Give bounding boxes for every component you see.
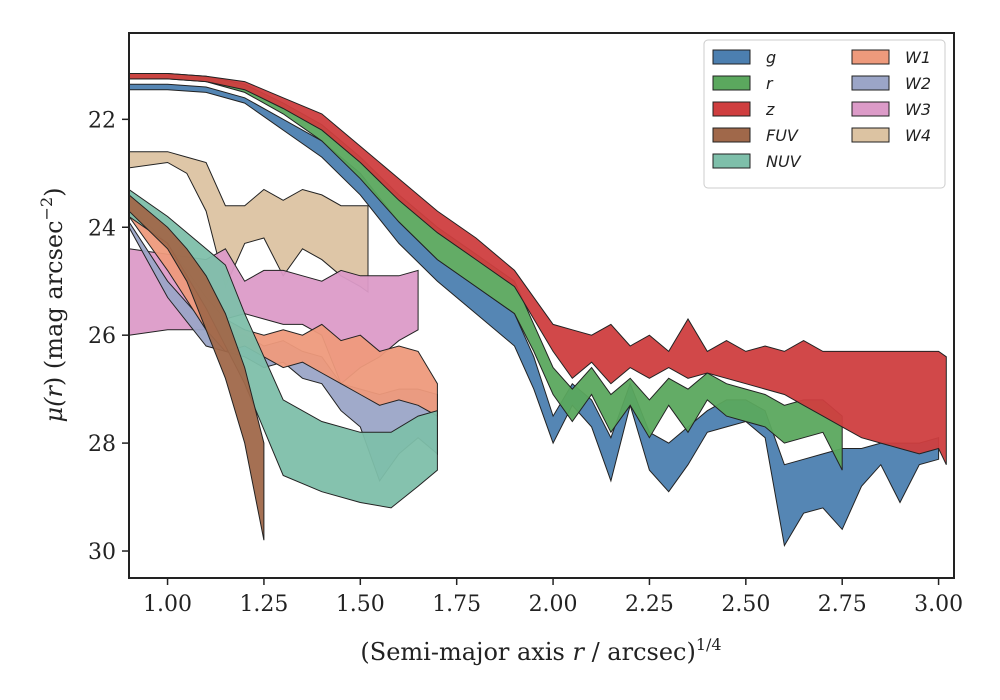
x-tick-label: 1.50: [336, 592, 385, 617]
legend-swatch-z: [712, 101, 751, 117]
legend-swatch-w3: [851, 101, 890, 117]
legend-label-z: z: [765, 100, 775, 119]
y-axis-title: μ(r) (mag arcsec−2): [37, 187, 68, 422]
area-fuv: [129, 194, 265, 541]
area-z: [129, 73, 947, 465]
legend-swatch-nuv: [712, 153, 751, 169]
legend-label-w2: W2: [905, 74, 931, 93]
x-tick-label: 2.75: [818, 592, 867, 617]
plot-frame: [128, 32, 955, 579]
legend-label-nuv: NUV: [766, 152, 802, 171]
x-tick-label: 2.50: [721, 592, 770, 617]
x-tick-label: 3.00: [914, 592, 963, 617]
legend-swatch-r: [712, 75, 751, 91]
x-axis-title: (Semi-major axis r / arcsec)1/4: [360, 635, 721, 666]
legend-swatch-w4: [851, 127, 890, 143]
area-g: [129, 83, 940, 548]
legend: grz FUV NUV W1 W2 W3 W4: [703, 39, 946, 189]
x-tick-label: 2.25: [625, 592, 674, 617]
y-tick-label: 30: [88, 540, 116, 565]
legend-swatch-w2: [851, 75, 890, 91]
y-axis: 22 24 26 28 30: [88, 108, 129, 565]
x-tick-label: 2.00: [529, 592, 578, 617]
x-tick-label: 1.75: [432, 592, 481, 617]
plot-areas: [129, 73, 947, 548]
legend-label-w3: W3: [905, 100, 931, 119]
y-tick-label: 28: [88, 432, 116, 457]
legend-label-w1: W1: [905, 48, 931, 67]
legend-label-r: r: [766, 74, 774, 93]
y-tick-label: 22: [88, 108, 116, 133]
legend-label-fuv: FUV: [766, 126, 799, 145]
legend-label-w4: W4: [905, 126, 931, 145]
legend-swatch-w1: [851, 49, 890, 65]
x-axis: 1.00 1.25 1.50 1.75 2.00 2.25 2.50 2.75 3.00: [143, 578, 963, 617]
x-tick-label: 1.00: [143, 592, 192, 617]
y-tick-label: 26: [88, 324, 116, 349]
legend-swatch-fuv: [712, 127, 751, 143]
x-tick-label: 1.25: [239, 592, 288, 617]
y-tick-label: 24: [88, 216, 116, 241]
legend-swatch-g: [712, 49, 751, 65]
legend-label-g: g: [766, 48, 776, 67]
